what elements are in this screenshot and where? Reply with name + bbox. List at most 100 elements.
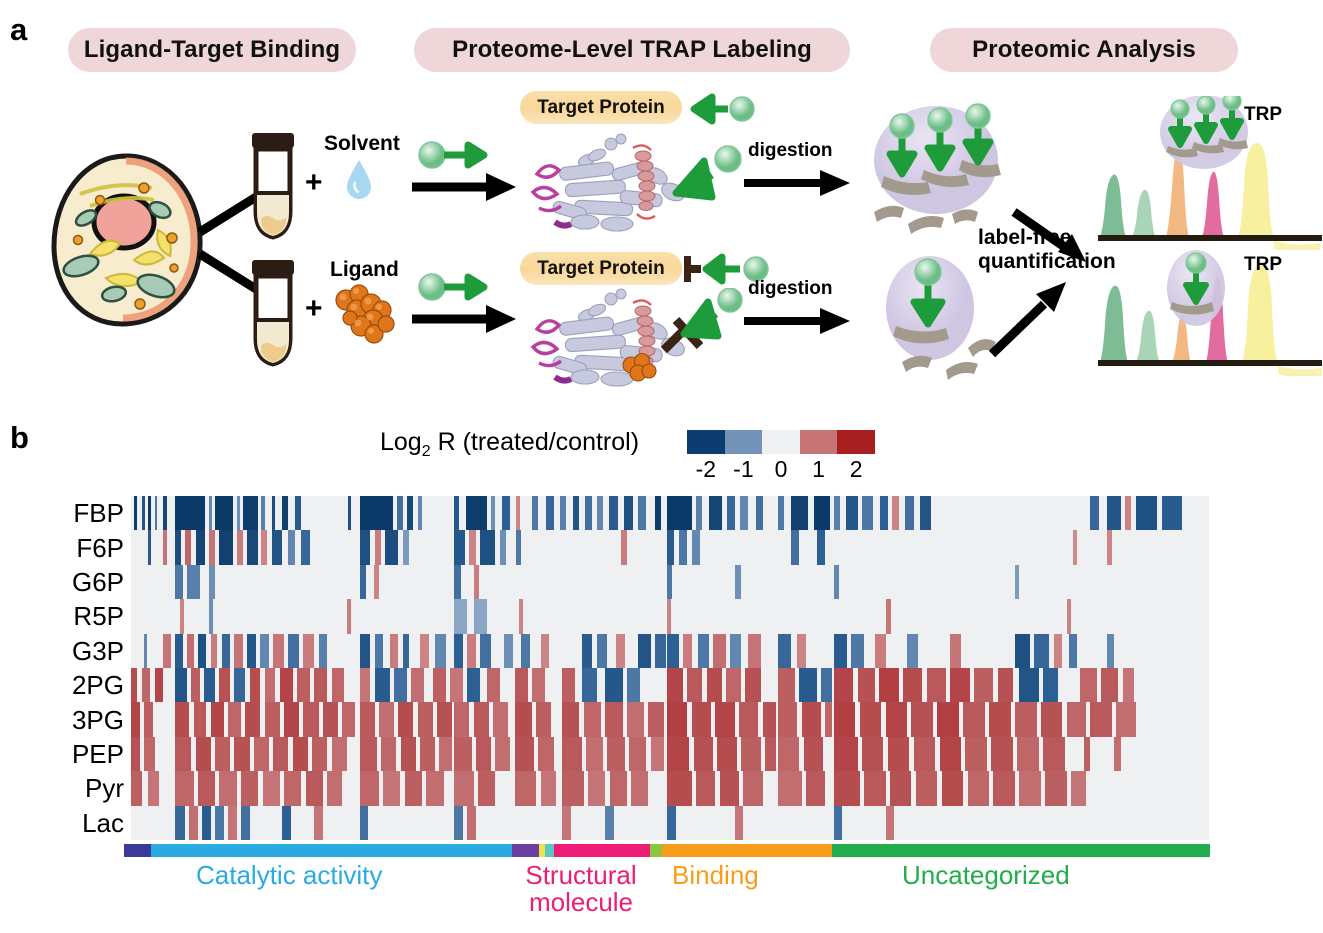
heatmap-cell [740,496,748,531]
heatmap-cell [454,702,470,737]
heatmap-cell [666,530,675,565]
heatmap-cell [666,736,690,772]
heatmap-row-label-r5p: R5P [73,601,124,632]
heatmap-cell [596,633,608,668]
heatmap-cell [833,667,854,703]
peptide-fragment-icon [881,160,1001,195]
heatmap-cell [777,667,796,703]
heatmap-cell [394,667,407,703]
heatmap-cell [902,667,923,703]
peptide-vesicle-icon [1160,96,1248,169]
heatmap-cell [197,771,216,806]
heatmap-cell [294,496,302,531]
green-probe-icon [418,273,488,301]
heatmap-cell [540,633,550,668]
heatmap-cell [695,771,716,806]
heatmap-cell [572,496,580,531]
heatmap-cell [437,702,453,737]
heatmap-row-label-f6p: F6P [76,532,124,563]
category-segment-cat-structural-molecule [554,844,650,857]
heatmap-cell [1014,564,1020,600]
heatmap-cell [426,771,444,806]
heatmap-cell [417,496,423,531]
heatmap-cell [1101,667,1119,703]
heatmap-cell [562,667,576,703]
heatmap-cell [616,633,625,668]
heatmap-cell [790,496,808,531]
heatmap-cell [179,599,184,634]
heatmap-cell [454,633,463,668]
heatmap-cell [514,667,528,703]
chromatogram-peaks-icon [1098,142,1322,250]
heatmap-cell [175,667,188,703]
heatmap-cell [1017,736,1039,772]
heatmap-cell [631,771,649,806]
heatmap-cell [284,771,302,806]
heatmap-cell [745,667,761,703]
category-label-line-0: Structural [525,860,637,890]
heatmap-cell [288,633,300,668]
heatmap-cell [197,633,207,668]
heatmap-cell [777,496,785,531]
ligand-molecule-icon [335,284,395,344]
heatmap-cell [292,736,308,772]
colorbar-swatch-0 [687,430,725,454]
heatmap-cell [743,771,763,806]
peptide-fragment-icon [874,205,978,234]
arrow-right-icon [412,305,516,333]
heatmap-cell [247,633,257,668]
water-drop-icon [347,160,371,199]
heatmap-cell [889,771,912,806]
heatmap-cell [187,564,200,600]
heatmap-row-label-fbp: FBP [73,498,124,529]
heatmap-cell [204,667,216,703]
heatmap-cell [163,496,167,531]
heatmap-cell [208,564,216,600]
heatmap-cell [450,667,463,703]
heatmap-cell [175,771,194,806]
heatmap-cell [262,771,280,806]
category-label-line-0: Binding [672,860,759,890]
heatmap-cell [691,702,711,737]
peptide-vesicle-icon [1167,250,1225,326]
arrow-right-icon [412,173,516,201]
heatmap-cell [1106,530,1112,565]
heatmap-grid[interactable] [131,496,1209,840]
heatmap-cell [359,805,369,840]
heatmap-cell [851,633,865,668]
heatmap-cell [857,667,875,703]
colorbar-swatches [687,430,875,454]
heatmap-cell [607,736,625,772]
heatmap-cell [303,702,319,737]
heatmap-cell [666,805,677,840]
heatmap-cell [210,633,218,668]
heatmap-cell [454,599,468,634]
heatmap-cell [1019,667,1039,703]
heatmap-cell [538,736,554,772]
heatmap-cell [359,496,393,531]
heatmap-cell [859,702,882,737]
heatmap-cell [406,496,414,531]
microcentrifuge-tube-icon [252,133,294,240]
heatmap-cell [236,530,244,565]
heatmap-cell [273,736,289,772]
heatmap-cell [195,530,206,565]
heatmap-cell [514,736,535,772]
heatmap-cell [359,771,379,806]
heatmap-cell [880,496,888,531]
heatmap-cell [454,530,466,565]
heatmap-cell [234,736,250,772]
heatmap-cell [184,530,192,565]
heatmap-row-fbp [131,496,1209,531]
heatmap-cell [359,633,371,668]
heatmap-row-3pg [131,702,1209,737]
category-label-uncategorized: Uncategorized [902,861,1070,889]
arrow-right-icon [744,170,850,196]
category-label-binding: Binding [672,860,759,890]
heatmap-cell [148,496,152,531]
heatmap-cell [747,633,761,668]
heatmap-cell [941,771,964,806]
heatmap-cell [359,564,366,600]
heatmap-cell [327,771,343,806]
heatmap-cell [467,667,481,703]
